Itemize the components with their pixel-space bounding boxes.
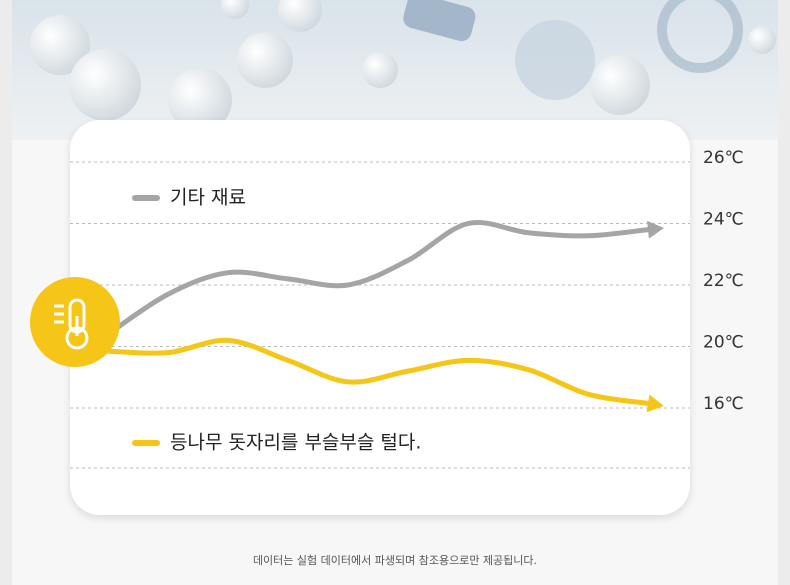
series-line bbox=[105, 337, 651, 406]
legend-label: 기타 재료 bbox=[170, 187, 246, 209]
footnote: 데이터는 실험 데이터에서 파생되며 참조용으로만 제공됩니다. bbox=[253, 554, 537, 567]
arrow-head bbox=[646, 394, 664, 413]
decor-bubbles bbox=[30, 0, 776, 132]
chart-card bbox=[70, 120, 690, 515]
y-tick-label: 26℃ bbox=[703, 148, 744, 168]
y-tick-label: 16℃ bbox=[703, 394, 744, 414]
y-tick-label: 22℃ bbox=[703, 271, 744, 291]
y-tick-label: 24℃ bbox=[703, 210, 744, 230]
thermometer-icon bbox=[30, 277, 120, 367]
series-line bbox=[105, 219, 651, 337]
arrow-head bbox=[647, 220, 664, 239]
legend-label: 등나무 돗자리를 부슬부슬 털다. bbox=[170, 432, 421, 454]
y-tick-label: 20℃ bbox=[703, 333, 744, 353]
